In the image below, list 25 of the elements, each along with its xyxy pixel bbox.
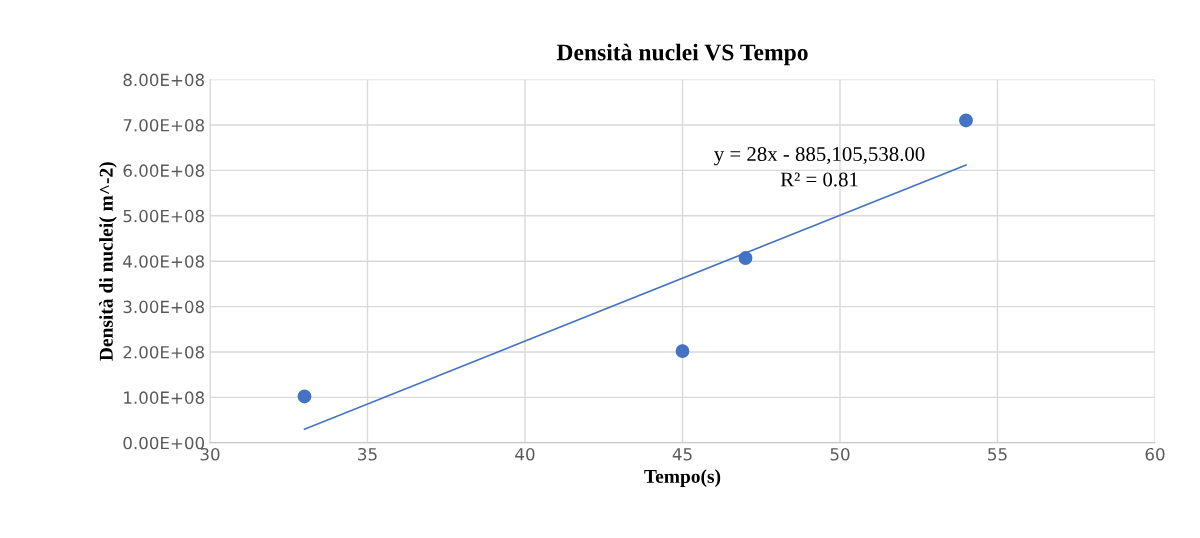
y-tick-label: 6.00E+08 bbox=[123, 164, 204, 177]
y-tick-label: 8.00E+08 bbox=[123, 73, 204, 87]
point bbox=[297, 389, 312, 404]
x-tick-label: 60 bbox=[1145, 447, 1165, 461]
annotation: y = 28x - 885,105,538.00 bbox=[714, 146, 925, 166]
point bbox=[675, 344, 690, 358]
y-tick-label: 2.00E+08 bbox=[123, 345, 204, 359]
y-tick-label: 4.00E+08 bbox=[123, 255, 204, 268]
y-tick-label: 1.00E+08 bbox=[124, 391, 204, 404]
y-tick-label: 3.00E+08 bbox=[123, 300, 204, 314]
y-tick-label: 7.00E+08 bbox=[123, 118, 204, 132]
x-axis-title: Tempo(s) bbox=[644, 469, 721, 487]
x-tick-label: 40 bbox=[515, 447, 535, 461]
y-axis-title: Densità di nuclei( m^-2) bbox=[99, 162, 117, 361]
y-tick-label: 0.00E+00 bbox=[123, 436, 205, 450]
x-tick-label: 55 bbox=[988, 448, 1007, 461]
x-tick-label: 30 bbox=[200, 447, 220, 461]
x-tick-label: 35 bbox=[358, 447, 377, 461]
point bbox=[959, 113, 973, 128]
annotation: R² = 0.81 bbox=[780, 172, 858, 187]
x-tick-label: 45 bbox=[672, 448, 692, 461]
x-tick-label: 50 bbox=[830, 447, 850, 461]
chart-title: Densità nuclei VS Tempo bbox=[556, 43, 808, 66]
y-tick-label: 5.00E+08 bbox=[123, 209, 204, 223]
point bbox=[738, 251, 753, 265]
